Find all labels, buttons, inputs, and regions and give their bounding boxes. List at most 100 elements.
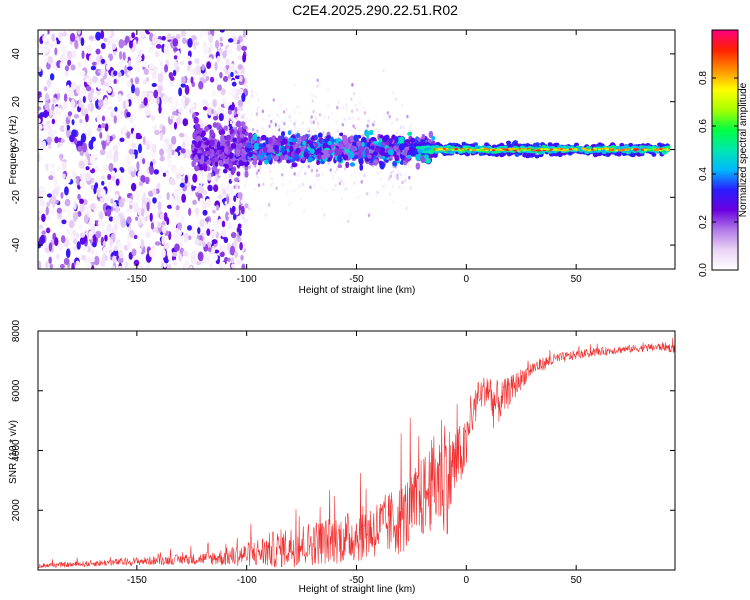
spectrogram-cell: [170, 105, 176, 112]
spectrogram-cell: [52, 97, 57, 104]
spectrogram-cell: [222, 188, 227, 196]
spectrogram-cell: [110, 198, 114, 204]
spectrogram-cell: [140, 238, 144, 249]
spectrogram-cell: [225, 111, 229, 116]
spectrogram-cell: [112, 51, 117, 56]
spectrogram-cell: [215, 231, 220, 239]
spectrogram-cell: [163, 258, 169, 264]
spectrogram-cell: [227, 38, 234, 43]
spectrogram-cell: [379, 134, 384, 140]
spectrogram-cell: [63, 124, 67, 133]
spectrogram-cell: [367, 154, 372, 159]
spectrogram-cell: [353, 181, 356, 186]
spectrogram-cell: [237, 64, 243, 70]
spectrogram-cell: [64, 65, 70, 72]
spectrogram-cell: [472, 149, 476, 152]
spectrogram-cell: [316, 121, 320, 126]
spectrogram-cell: [358, 171, 361, 175]
spectrogram-cell: [118, 249, 124, 259]
spectrogram-cell: [133, 234, 138, 240]
spectrogram-cell: [307, 140, 313, 145]
spectrogram-cell: [255, 92, 259, 96]
spectrogram-cell: [250, 94, 254, 98]
spectrogram-cell: [231, 81, 237, 87]
spectrogram-cell: [237, 185, 241, 189]
spectrogram-cell: [51, 209, 55, 215]
spectrogram-cell: [401, 180, 404, 185]
snr-x-tick-label: -100: [237, 575, 257, 586]
spectrogram-cell: [170, 115, 175, 120]
spectrogram-cell: [106, 57, 110, 67]
spectrogram-cell: [347, 219, 350, 224]
spectrogram-cell: [166, 217, 170, 226]
spectrogram-cell: [113, 223, 119, 231]
spectrogram-cell: [353, 151, 360, 156]
spectrogram-cell: [247, 100, 251, 104]
spectrogram-x-tick-label: 0: [464, 274, 470, 285]
spectrogram-cell: [45, 206, 49, 216]
spectrogram-cell: [235, 95, 240, 101]
spectrogram-cell: [187, 225, 192, 231]
spectrogram-cell: [119, 137, 125, 143]
spectrogram-cell: [89, 154, 95, 164]
spectrogram-cell: [84, 246, 89, 252]
spectrogram-cell: [137, 36, 143, 46]
spectrogram-cell: [128, 115, 134, 124]
spectrogram-cell: [408, 175, 411, 180]
spectrogram-cell: [162, 144, 168, 151]
spectrogram-cell: [372, 140, 379, 145]
spectrogram-cell: [65, 175, 71, 184]
spectrogram-cell: [522, 149, 527, 152]
spectrogram-cell: [190, 76, 194, 84]
spectrogram-cell: [388, 138, 393, 144]
spectrogram-cell: [244, 170, 249, 178]
spectrogram-cell: [342, 182, 345, 187]
spectrogram-cell: [114, 193, 119, 200]
spectrogram-cell: [406, 114, 409, 119]
spectrogram-cell: [223, 237, 229, 244]
spectrogram-cell: [94, 147, 99, 153]
spectrogram-cell: [282, 138, 288, 145]
spectrogram-cell: [59, 32, 65, 38]
spectrogram-cell: [207, 107, 213, 116]
spectrogram-cell: [77, 30, 81, 35]
spectrogram-cell: [258, 143, 264, 149]
spectrogram-cell: [142, 79, 147, 85]
spectrogram-cell: [303, 171, 307, 176]
spectrogram-cell: [480, 148, 484, 151]
spectrogram-cell: [388, 114, 391, 119]
spectrogram-cell: [345, 161, 350, 169]
colorbar-tick-label: 0.4: [698, 167, 709, 181]
spectrogram-x-tick-label: -50: [349, 274, 364, 285]
spectrogram-cell: [494, 152, 500, 157]
spectrogram-cell: [402, 187, 406, 192]
spectrogram-cell: [75, 260, 80, 267]
spectrogram-cell: [90, 88, 95, 94]
spectrogram-cell: [221, 220, 226, 228]
spectrogram-cell: [86, 246, 91, 253]
spectrogram-cell: [213, 116, 218, 121]
spectrogram-cell: [184, 260, 189, 266]
spectrogram-cell: [76, 175, 80, 186]
spectrogram-cell: [95, 31, 101, 41]
spectrogram-cell: [207, 46, 212, 55]
spectrogram-cell: [168, 143, 173, 152]
spectrogram-cell: [59, 263, 66, 269]
spectrogram-cell: [159, 212, 165, 220]
spectrogram-cell: [400, 155, 405, 160]
spectrogram-cell: [383, 184, 387, 188]
spectrogram-cell: [289, 145, 294, 153]
spectrogram-cell: [201, 99, 208, 105]
spectrogram-cell: [81, 254, 86, 261]
spectrogram-cell: [112, 249, 119, 257]
spectrogram-cell: [214, 168, 220, 175]
spectrogram-cell: [270, 176, 274, 181]
spectrogram-cell: [427, 138, 432, 144]
spectrogram-cell: [97, 220, 102, 226]
spectrogram-cell: [106, 37, 111, 46]
spectrogram-cell: [227, 257, 231, 263]
spectrogram-cell: [238, 204, 242, 211]
spectrogram-cell: [224, 186, 227, 190]
spectrogram-cell: [164, 242, 170, 250]
